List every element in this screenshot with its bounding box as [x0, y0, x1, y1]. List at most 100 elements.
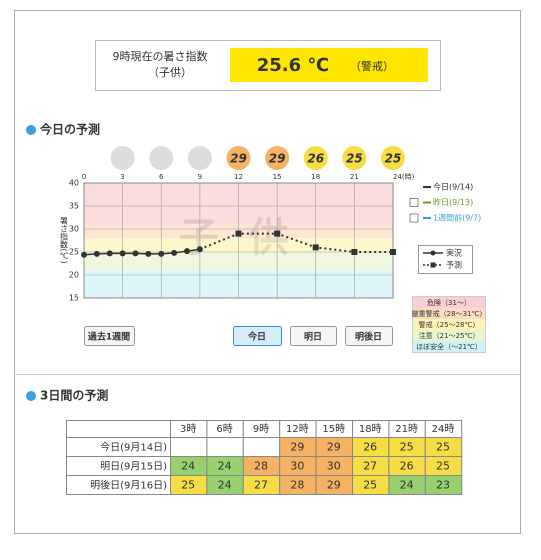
table-value: 30	[290, 460, 304, 473]
x-tick-label: 15	[273, 173, 282, 181]
point	[184, 248, 190, 255]
point	[106, 250, 113, 257]
table-header: 3時	[180, 423, 196, 435]
forecast-icon-value: 29	[230, 152, 247, 166]
table-row-label: 明後日(9月16日)	[90, 479, 167, 492]
section-dot	[26, 125, 36, 135]
band-legend-label: 注意（21～25℃）	[419, 331, 480, 340]
forecast-icon-empty	[110, 146, 135, 170]
forecast-icon	[342, 146, 367, 170]
table-value: 26	[363, 441, 377, 454]
series-line	[199, 232, 393, 253]
table-cell	[424, 475, 463, 495]
button[interactable]	[345, 326, 393, 346]
section-title: 3日間の予測	[40, 388, 108, 403]
band-legend-swatch	[413, 330, 485, 341]
header-value-box	[230, 48, 428, 82]
table-value: 24	[218, 479, 232, 492]
forecast-icon	[381, 146, 405, 170]
button[interactable]	[233, 326, 282, 346]
legend-label: 今日(9/14)	[433, 182, 473, 192]
point	[274, 230, 281, 237]
table-value: 25	[436, 460, 450, 473]
header-label: （子供）	[148, 65, 192, 79]
forecast-icon	[226, 146, 251, 170]
table-value: 23	[436, 479, 450, 492]
y-tick-label: 20	[69, 271, 79, 280]
table-header: 21時	[395, 423, 418, 435]
forecast-icon-value: 25	[346, 152, 363, 166]
table-value: 29	[327, 441, 341, 454]
point	[132, 250, 139, 257]
table-value: 26	[400, 460, 414, 473]
table-value: 30	[327, 460, 341, 473]
button-label[interactable]: 明日	[304, 332, 322, 343]
button-label[interactable]: 過去1週間	[88, 331, 130, 343]
table-value: 24	[218, 460, 232, 473]
table-header: 9時	[253, 423, 269, 435]
y-axis-label: 暑さ指数(℃)	[59, 216, 69, 263]
forecast-icon-value: 29	[269, 152, 286, 166]
legend-label: 昨日(9/13)	[433, 197, 473, 207]
table-row-label: 今日(9月14日)	[100, 441, 167, 454]
table-value: 29	[327, 479, 341, 492]
point	[312, 244, 319, 251]
x-tick-label: 0	[82, 173, 86, 181]
legend-marker	[430, 262, 436, 268]
x-tick-label: 12	[234, 173, 243, 181]
x-tick-label: 24(時)	[393, 173, 415, 181]
y-tick-label: 25	[69, 248, 79, 257]
table-header: 24時	[432, 423, 455, 435]
watermark: 子供	[179, 215, 319, 261]
button-label[interactable]: 今日	[248, 331, 266, 343]
band-legend-swatch	[413, 319, 485, 330]
table-header: 6時	[216, 423, 232, 435]
point	[81, 251, 87, 258]
legend-checkbox[interactable]	[409, 198, 419, 207]
forecast-icon-empty	[187, 146, 212, 170]
table-header: 12時	[286, 423, 309, 435]
point	[351, 249, 358, 255]
forecast-icon-value: 26	[307, 152, 324, 166]
table-value: 25	[363, 479, 377, 492]
y-tick-label: 30	[69, 225, 79, 234]
legend-label: 予測	[446, 260, 462, 270]
table-cell	[66, 420, 171, 438]
band-legend-label: ほぼ安全（～21℃）	[416, 342, 482, 351]
section-title: 今日の予測	[40, 122, 100, 137]
table-value: 25	[181, 479, 195, 492]
table-header: 15時	[322, 423, 345, 435]
button-label[interactable]: 明後日	[355, 331, 382, 343]
table-header: 18時	[359, 423, 382, 435]
table-value: 28	[254, 460, 268, 473]
table-value: 25	[436, 441, 450, 454]
table-cell	[206, 437, 244, 457]
header-label: 9時現在の暑さ指数	[113, 49, 208, 63]
legend-label: 1週間前(9/7)	[433, 213, 481, 223]
header-level: （警戒）	[350, 59, 394, 73]
button[interactable]	[84, 326, 135, 346]
table-value: 29	[290, 441, 304, 454]
x-tick-label: 21	[350, 173, 359, 181]
band-legend-label: 警戒（25～28℃）	[419, 320, 480, 329]
forecast-icon-empty	[149, 146, 174, 170]
point	[390, 249, 396, 255]
x-tick-label: 9	[198, 173, 202, 181]
y-tick-label: 15	[69, 294, 79, 303]
x-tick-label: 3	[120, 173, 124, 181]
table-cell	[170, 437, 208, 457]
band-legend-label: 危険（31～）	[427, 298, 471, 307]
plot-border	[83, 182, 394, 299]
table-value: 28	[290, 479, 304, 492]
table-value: 27	[363, 460, 377, 473]
legend-checkbox[interactable]	[409, 213, 419, 223]
table-value: 27	[254, 479, 268, 492]
button[interactable]	[290, 326, 337, 346]
series-legend-box	[418, 245, 473, 274]
band-legend-swatch	[413, 341, 485, 352]
series-line	[83, 248, 200, 256]
table-cell	[242, 437, 281, 457]
table-row-label: 明日(9月15日)	[100, 461, 167, 473]
point	[158, 250, 165, 257]
